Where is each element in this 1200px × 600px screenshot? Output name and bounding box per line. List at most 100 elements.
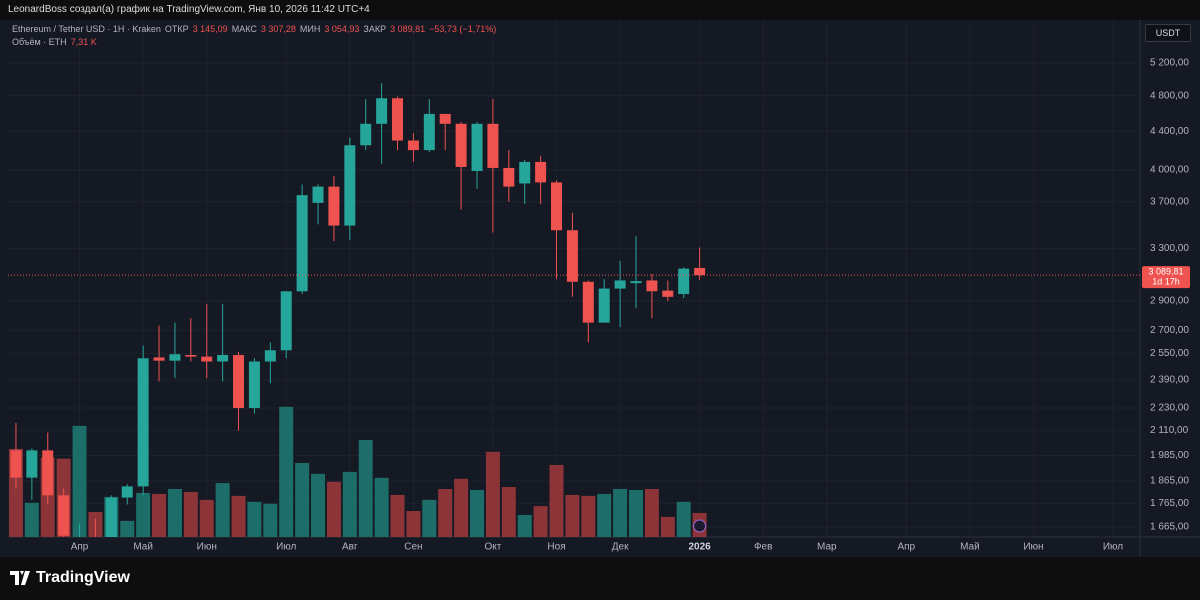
symbol-legend: Ethereum / Tether USD · 1Н · Kraken ОТКР… <box>12 24 496 34</box>
volume-bar <box>470 489 485 537</box>
chart: 5 200,00 4 800,00 4 400,00 4 000,00 3 700,00… <box>0 20 1200 557</box>
volume-bar <box>406 511 421 537</box>
plot-area <box>8 83 1140 537</box>
candle-body <box>312 186 324 203</box>
candle-body <box>26 450 38 478</box>
y-tick-label: 5 200,00 <box>1150 58 1189 69</box>
volume-bar <box>565 494 580 537</box>
volume-legend: Объём · ETH 7,31 K <box>12 37 97 47</box>
candle-body <box>153 357 165 361</box>
x-tick-label: Апр <box>897 542 915 553</box>
candle-body <box>662 290 674 297</box>
field-label: МИН <box>299 24 321 34</box>
volume-bar <box>597 493 612 537</box>
logo-icon <box>10 571 30 585</box>
ohlc-fields: ОТКР 3 145,09 МАКС 3 307,28 МИН 3 054,93 ЗАКР 3… <box>165 24 425 34</box>
candle-body <box>535 161 547 183</box>
x-tick-label: Мар <box>817 542 837 553</box>
x-tick-label: Июн <box>1023 542 1043 553</box>
countdown-label: 1d 17h <box>1152 277 1180 287</box>
candle-body <box>233 355 245 409</box>
y-tick-label: 1 765,00 <box>1150 498 1189 509</box>
candle-body <box>423 113 435 151</box>
candle-body <box>280 291 292 351</box>
candle-body <box>407 140 419 151</box>
candle-body <box>439 113 451 124</box>
candle-body <box>471 123 483 172</box>
x-tick-label: Июл <box>1103 542 1123 553</box>
y-tick-label: 1 865,00 <box>1150 476 1189 487</box>
event-marker <box>693 519 707 533</box>
x-tick-label: Июн <box>197 542 217 553</box>
volume-bar <box>136 492 151 537</box>
candle-body <box>264 350 276 362</box>
volume-bar <box>263 503 278 537</box>
candle-body <box>248 361 260 409</box>
volume-bar <box>501 487 516 537</box>
volume-value: 7,31 K <box>70 37 97 47</box>
volume-bar <box>183 491 198 537</box>
x-tick-label: Сен <box>404 542 422 553</box>
axes: 5 200,00 4 800,00 4 400,00 4 000,00 3 700,00… <box>71 58 1190 553</box>
field-value: 3 145,09 <box>192 24 228 34</box>
volume-bar <box>390 494 405 537</box>
y-tick-label: 2 550,00 <box>1150 348 1189 359</box>
volume-bar <box>613 488 628 537</box>
volume-bar <box>517 514 532 537</box>
last-price-box <box>1142 266 1190 289</box>
volume-bar <box>311 473 326 537</box>
volume-bar <box>326 481 341 537</box>
candle-body <box>328 186 340 226</box>
x-tick-label: Окт <box>484 542 501 553</box>
volume-bar <box>660 516 675 537</box>
volume-bar <box>120 520 135 537</box>
volume-bar <box>644 488 659 537</box>
field-label: ЗАКР <box>363 24 387 34</box>
currency-button[interactable]: USDT <box>1145 24 1191 42</box>
volume-bar <box>454 478 469 537</box>
volume-bar <box>549 464 564 537</box>
candle-body <box>646 280 658 292</box>
field-value: 3 307,28 <box>260 24 296 34</box>
volume-bar <box>629 489 644 537</box>
y-tick-label: 2 230,00 <box>1150 403 1189 414</box>
candle-body <box>201 356 213 362</box>
candle-body <box>185 355 197 357</box>
candle-body <box>105 497 117 537</box>
y-tick-label: 3 300,00 <box>1150 243 1189 254</box>
x-tick-label: Ноя <box>547 542 565 553</box>
field-label: ОТКР <box>164 24 189 34</box>
volume-bar <box>485 451 500 537</box>
x-tick-label: Май <box>133 542 153 553</box>
candle-body <box>392 98 404 141</box>
candle-body <box>169 354 181 361</box>
author-bar: LeonardBoss создал(а) график на TradingV… <box>0 0 1200 20</box>
volume-bar <box>581 495 596 537</box>
footer: TradingView <box>0 557 1200 600</box>
candle-body <box>296 195 308 292</box>
candle-body <box>519 161 531 184</box>
y-tick-label: 2 110,00 <box>1150 425 1189 436</box>
volume-bar <box>24 502 39 537</box>
candle-body <box>487 123 499 168</box>
candle-body <box>360 123 372 146</box>
candle-body <box>58 495 70 536</box>
candle-body <box>582 281 594 323</box>
candle-body <box>551 182 563 231</box>
brand: TradingView <box>36 569 130 586</box>
candle-body <box>503 167 515 187</box>
volume-bar <box>215 483 230 537</box>
y-tick-label: 2 900,00 <box>1150 296 1189 307</box>
volume-bar <box>72 425 87 537</box>
volume-title: Объём · ETH <box>12 37 67 47</box>
volume-bar <box>152 493 167 537</box>
candle-body <box>614 280 626 289</box>
x-tick-label: Апр <box>71 542 89 553</box>
volume-bar <box>199 499 214 537</box>
volume-bar <box>342 471 357 537</box>
chart-background <box>0 20 1200 557</box>
y-tick-label: 2 390,00 <box>1150 374 1189 385</box>
candle-body <box>694 267 706 276</box>
volume-bar <box>533 506 548 537</box>
